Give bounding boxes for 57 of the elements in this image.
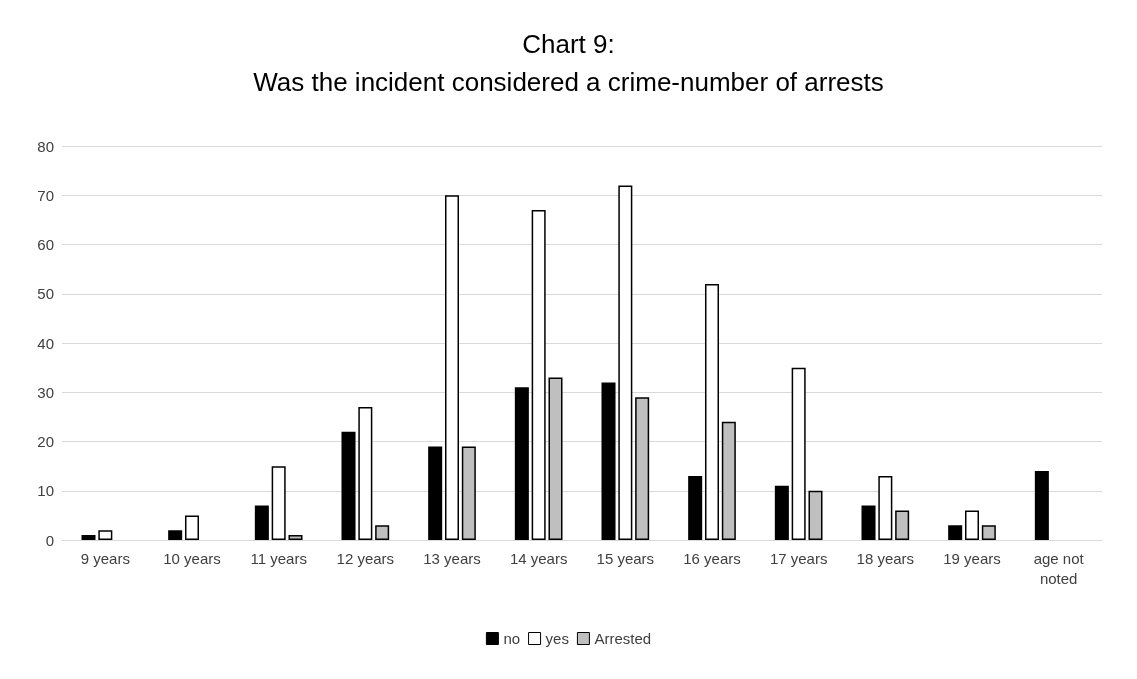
bar (791, 367, 806, 540)
bar (548, 377, 563, 540)
legend-label: yes (545, 630, 569, 647)
x-tick-label: 12 years (336, 549, 395, 567)
bar (948, 525, 963, 540)
bar (254, 505, 269, 540)
y-tick-label: 70 (37, 186, 54, 204)
y-tick-label: 20 (37, 433, 54, 450)
bar (428, 446, 443, 540)
bar (878, 475, 893, 540)
x-tick-label: 15 years (596, 549, 655, 567)
legend-label: no (503, 630, 521, 647)
bar (618, 185, 633, 540)
y-tick-label: 40 (37, 334, 54, 352)
bar (358, 407, 373, 540)
bar (808, 490, 823, 540)
bar (514, 387, 529, 540)
y-tick-label: 10 (37, 482, 54, 500)
bar (774, 485, 789, 540)
x-tick-label: age not noted (1033, 549, 1085, 587)
bar (688, 475, 703, 540)
y-tick-label: 0 (45, 531, 54, 549)
bar (964, 510, 980, 540)
bar (375, 525, 390, 540)
bar (98, 530, 113, 540)
bar (601, 382, 616, 540)
y-tick-label: 50 (37, 285, 54, 303)
bar (184, 515, 200, 540)
bar (168, 530, 183, 540)
bar (444, 195, 460, 540)
bar (635, 397, 650, 540)
bar (721, 421, 736, 540)
x-tick-label: 19 years (943, 549, 1001, 567)
bar (461, 446, 476, 540)
bar (531, 210, 546, 540)
y-tick-label: 60 (37, 236, 54, 253)
x-tick-label: 16 years (683, 549, 741, 567)
bar (288, 535, 303, 540)
y-tick-label: 80 (37, 137, 54, 155)
bar (271, 466, 286, 540)
bar (981, 525, 996, 540)
bar (704, 283, 720, 540)
x-tick-label: 14 years (509, 549, 568, 567)
x-tick-label: 10 years (163, 549, 221, 567)
bar (895, 510, 910, 540)
bar (1034, 471, 1049, 540)
x-tick-label: 11 years (250, 549, 307, 567)
x-tick-label: 17 years (769, 549, 828, 567)
bar (81, 535, 96, 540)
bar (861, 505, 876, 540)
x-tick-label: 18 years (856, 549, 915, 567)
chart-title: Chart 9: Was the incident considered a crime-number of arrests (253, 29, 884, 97)
x-tick-label: 9 years (80, 549, 130, 567)
legend-label: Arrested (594, 630, 652, 647)
bar (341, 431, 356, 540)
x-tick-label: 13 years (423, 549, 481, 567)
y-tick-label: 30 (37, 383, 54, 401)
